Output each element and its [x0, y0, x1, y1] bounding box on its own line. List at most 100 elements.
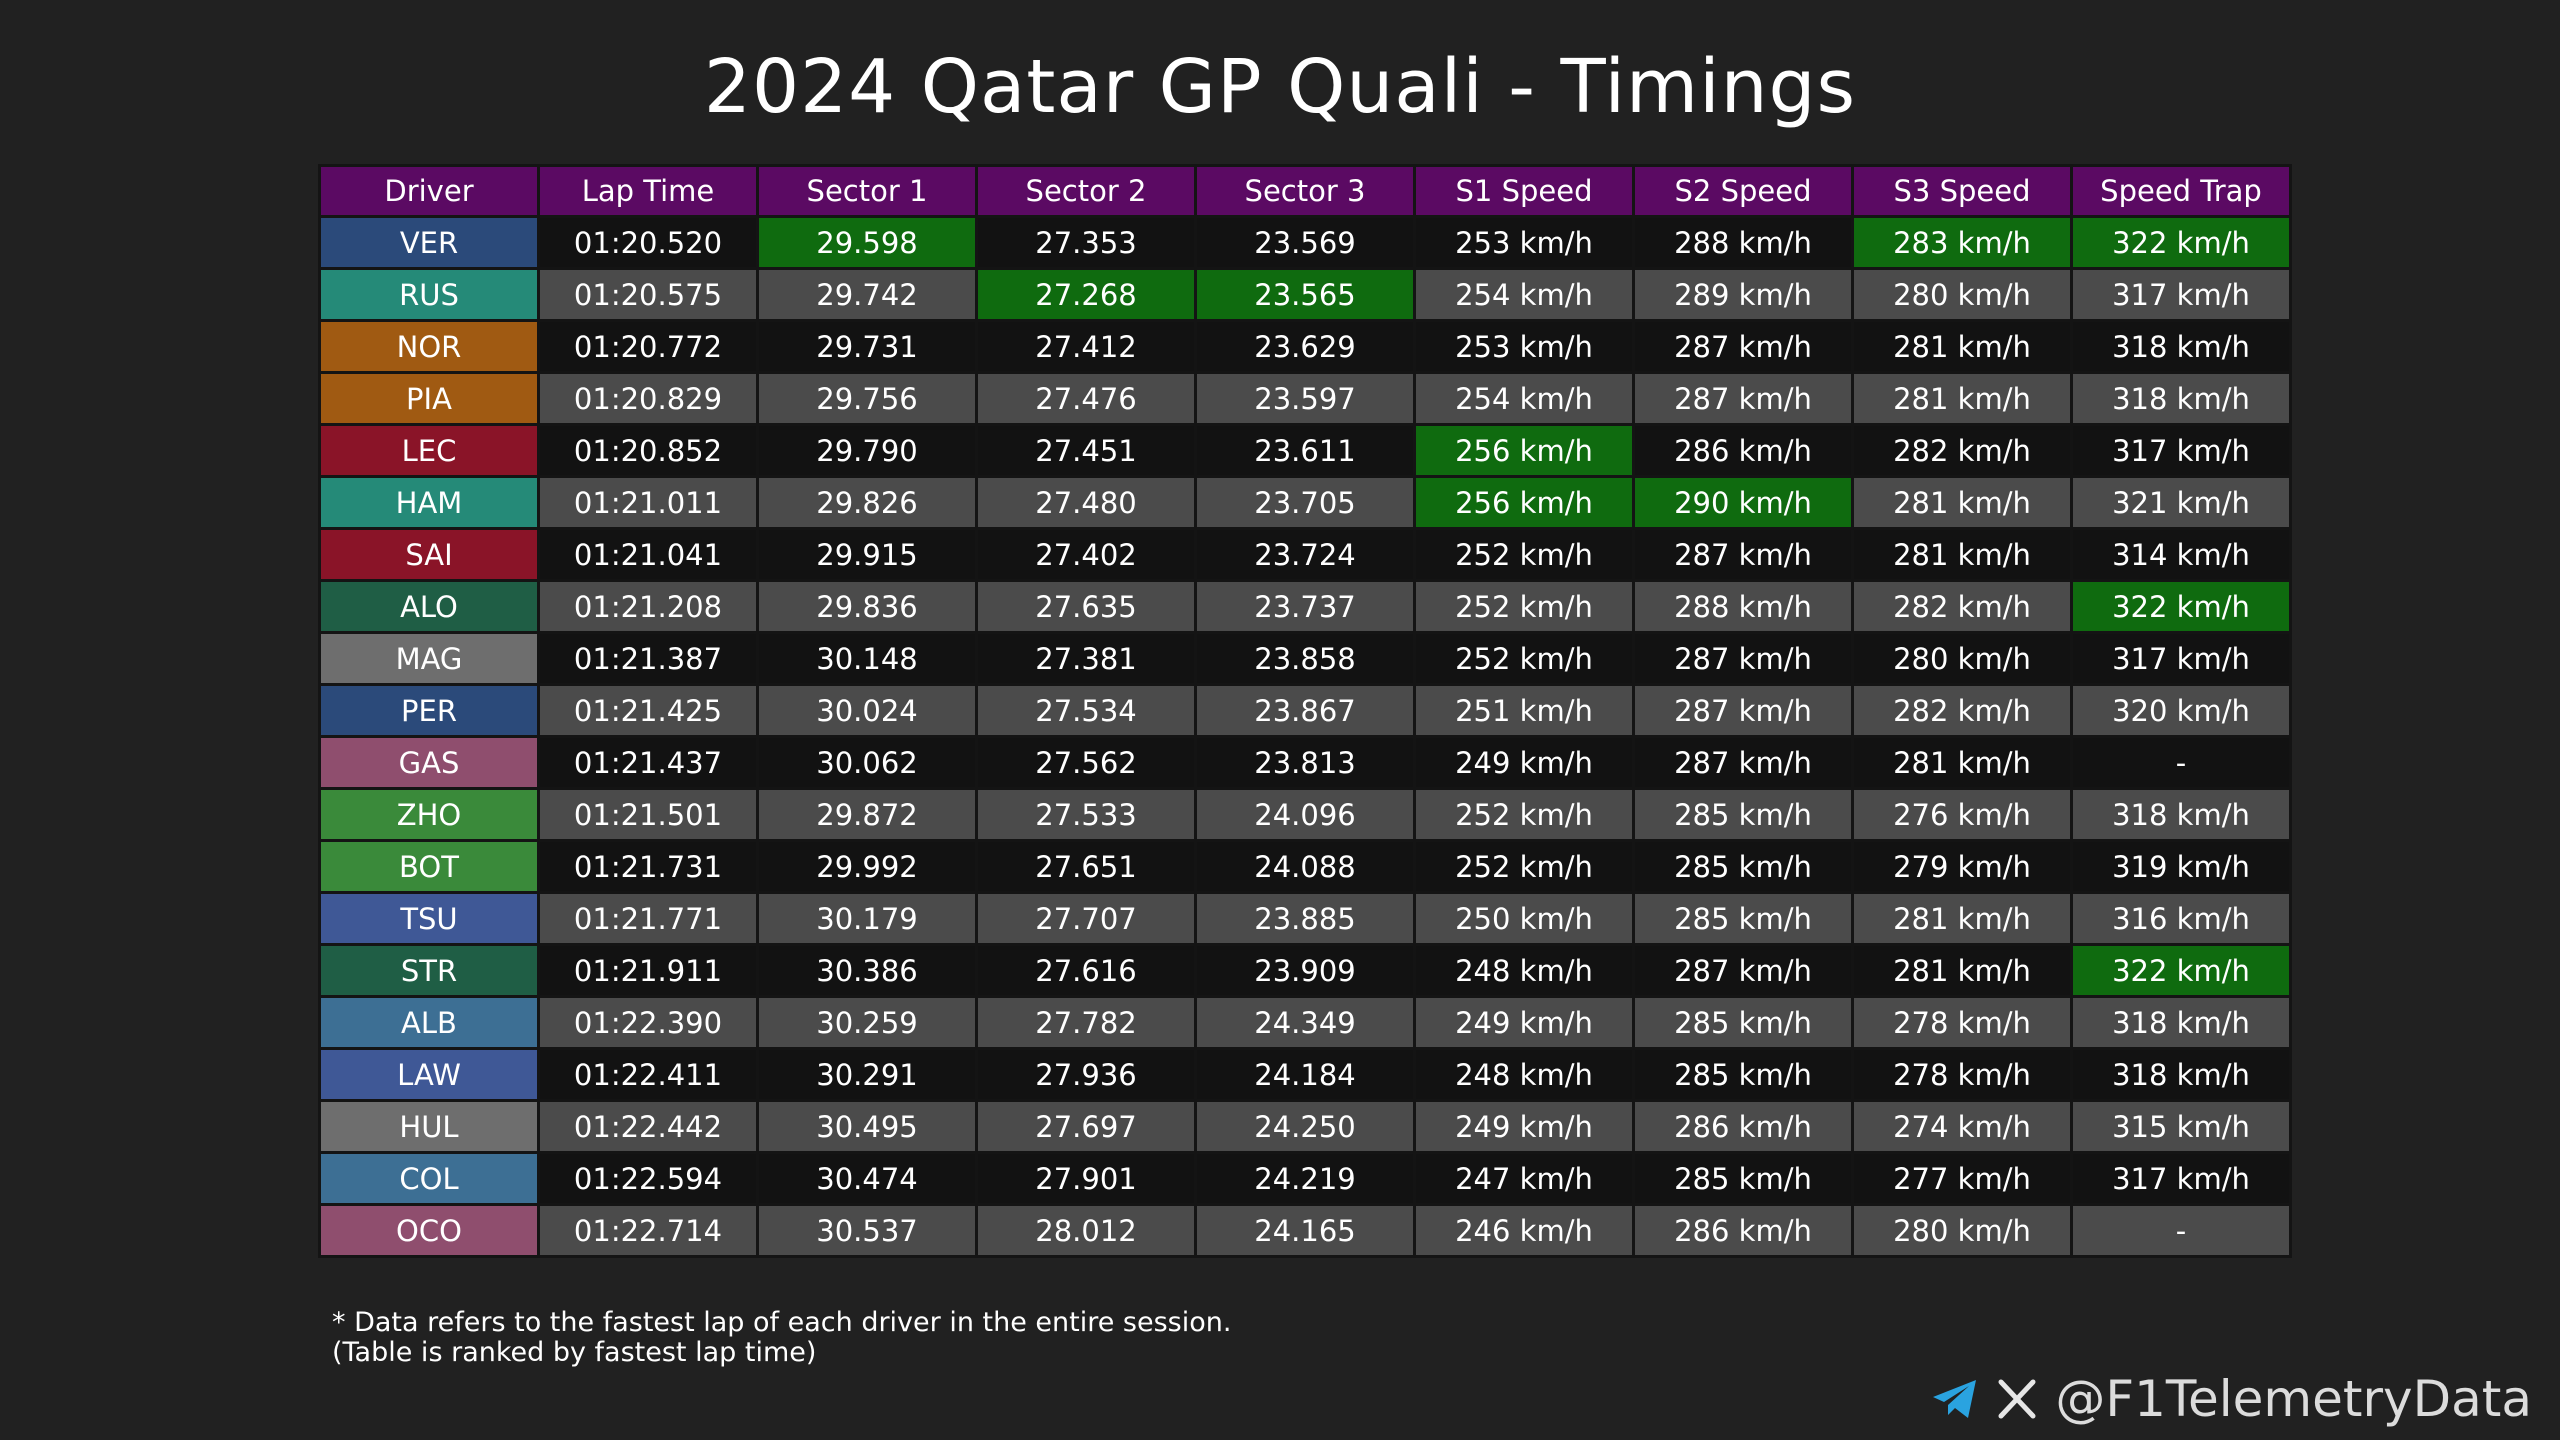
table-cell: 24.088: [1194, 839, 1416, 894]
x-icon[interactable]: [1997, 1379, 2037, 1419]
driver-cell: COL: [318, 1151, 540, 1206]
table-cell: 289 km/h: [1632, 267, 1854, 322]
telegram-icon[interactable]: [1931, 1378, 1979, 1420]
table-row: ALB 01:22.390 30.259 27.782 24.349 249 km/h 28…: [318, 995, 2292, 1050]
table-row: NOR 01:20.772 29.731 27.412 23.629 253 km/h 28…: [318, 319, 2292, 374]
table-cell: 01:20.772: [537, 319, 759, 374]
table-cell: 320 km/h: [2070, 683, 2292, 738]
table-cell: -: [2070, 1203, 2292, 1258]
handle-text[interactable]: @F1TelemetryData: [2055, 1370, 2532, 1428]
table-cell: 01:21.911: [537, 943, 759, 998]
table-cell: 27.533: [975, 787, 1197, 842]
table-cell: 253 km/h: [1413, 319, 1635, 374]
table-cell: 23.597: [1194, 371, 1416, 426]
table-cell: 27.562: [975, 735, 1197, 790]
timings-table: Driver Lap Time Sector 1 Sector 2 Sector 3 S1…: [318, 164, 2292, 1258]
table-cell: 23.885: [1194, 891, 1416, 946]
table-row: COL 01:22.594 30.474 27.901 24.219 247 km/h 28…: [318, 1151, 2292, 1206]
table-row: ZHO 01:21.501 29.872 27.533 24.096 252 km/h 28…: [318, 787, 2292, 842]
table-cell: 01:21.437: [537, 735, 759, 790]
table-cell: 285 km/h: [1632, 891, 1854, 946]
driver-cell: GAS: [318, 735, 540, 790]
table-cell: 27.635: [975, 579, 1197, 634]
table-cell: 287 km/h: [1632, 631, 1854, 686]
table-cell: 01:22.442: [537, 1099, 759, 1154]
table-cell: 288 km/h: [1632, 215, 1854, 270]
table-cell: 287 km/h: [1632, 319, 1854, 374]
table-cell: 29.731: [756, 319, 978, 374]
table-cell: 30.474: [756, 1151, 978, 1206]
table-cell: 318 km/h: [2070, 995, 2292, 1050]
table-cell: 280 km/h: [1851, 267, 2073, 322]
table-cell: 23.737: [1194, 579, 1416, 634]
table-cell: 287 km/h: [1632, 371, 1854, 426]
driver-cell: HAM: [318, 475, 540, 530]
driver-cell: NOR: [318, 319, 540, 374]
table-cell: 280 km/h: [1851, 631, 2073, 686]
driver-cell: RUS: [318, 267, 540, 322]
table-cell: 285 km/h: [1632, 839, 1854, 894]
table-cell: 01:20.520: [537, 215, 759, 270]
driver-cell: LEC: [318, 423, 540, 478]
table-cell: 282 km/h: [1851, 683, 2073, 738]
table-cell: 276 km/h: [1851, 787, 2073, 842]
table-cell: 29.915: [756, 527, 978, 582]
table-row: PER 01:21.425 30.024 27.534 23.867 251 km/h 28…: [318, 683, 2292, 738]
table-cell: 252 km/h: [1413, 631, 1635, 686]
footnote-line-1: * Data refers to the fastest lap of each…: [332, 1307, 1232, 1338]
table-cell: 315 km/h: [2070, 1099, 2292, 1154]
table-cell: 282 km/h: [1851, 423, 2073, 478]
table-cell: 277 km/h: [1851, 1151, 2073, 1206]
driver-cell: STR: [318, 943, 540, 998]
table-cell: 318 km/h: [2070, 371, 2292, 426]
table-cell: 317 km/h: [2070, 631, 2292, 686]
table-cell: 23.705: [1194, 475, 1416, 530]
table-row: TSU 01:21.771 30.179 27.707 23.885 250 km/h 28…: [318, 891, 2292, 946]
table-row: ALO 01:21.208 29.836 27.635 23.737 252 km/h 28…: [318, 579, 2292, 634]
table-cell: 318 km/h: [2070, 1047, 2292, 1102]
table-cell: 27.782: [975, 995, 1197, 1050]
table-cell: 250 km/h: [1413, 891, 1635, 946]
column-header: S3 Speed: [1851, 164, 2073, 218]
table-cell: 30.386: [756, 943, 978, 998]
table-cell: 29.836: [756, 579, 978, 634]
table-cell: 27.936: [975, 1047, 1197, 1102]
table-cell: 318 km/h: [2070, 319, 2292, 374]
table-row: VER 01:20.520 29.598 27.353 23.569 253 km/h 28…: [318, 215, 2292, 270]
column-header: Sector 2: [975, 164, 1197, 218]
table-cell: 281 km/h: [1851, 319, 2073, 374]
table-cell: 248 km/h: [1413, 943, 1635, 998]
table-cell: 27.381: [975, 631, 1197, 686]
table-row: RUS 01:20.575 29.742 27.268 23.565 254 km/h 28…: [318, 267, 2292, 322]
table-cell: 316 km/h: [2070, 891, 2292, 946]
table-cell: 27.451: [975, 423, 1197, 478]
table-cell: 252 km/h: [1413, 839, 1635, 894]
table-cell: 27.901: [975, 1151, 1197, 1206]
table-cell: 285 km/h: [1632, 787, 1854, 842]
table-cell: 322 km/h: [2070, 579, 2292, 634]
table-cell: 01:21.011: [537, 475, 759, 530]
table-cell: 314 km/h: [2070, 527, 2292, 582]
footnote-line-2: (Table is ranked by fastest lap time): [332, 1337, 817, 1368]
table-row: MAG 01:21.387 30.148 27.381 23.858 252 km/h 28…: [318, 631, 2292, 686]
table-cell: 251 km/h: [1413, 683, 1635, 738]
table-cell: 285 km/h: [1632, 995, 1854, 1050]
table-cell: 24.219: [1194, 1151, 1416, 1206]
driver-cell: ALB: [318, 995, 540, 1050]
table-row: STR 01:21.911 30.386 27.616 23.909 248 km/h 28…: [318, 943, 2292, 998]
table-cell: 01:21.387: [537, 631, 759, 686]
table-cell: 01:22.714: [537, 1203, 759, 1258]
table-cell: 281 km/h: [1851, 371, 2073, 426]
table-cell: 27.412: [975, 319, 1197, 374]
footnote: * Data refers to the fastest lap of each…: [332, 1308, 1231, 1368]
table-cell: 23.858: [1194, 631, 1416, 686]
table-cell: 30.259: [756, 995, 978, 1050]
table-cell: 01:21.771: [537, 891, 759, 946]
table-cell: 254 km/h: [1413, 267, 1635, 322]
table-cell: 30.495: [756, 1099, 978, 1154]
table-row: BOT 01:21.731 29.992 27.651 24.088 252 km/h 28…: [318, 839, 2292, 894]
table-header-row: Driver Lap Time Sector 1 Sector 2 Sector 3 S1…: [318, 164, 2292, 218]
table-cell: 247 km/h: [1413, 1151, 1635, 1206]
table-cell: 282 km/h: [1851, 579, 2073, 634]
table-cell: 319 km/h: [2070, 839, 2292, 894]
